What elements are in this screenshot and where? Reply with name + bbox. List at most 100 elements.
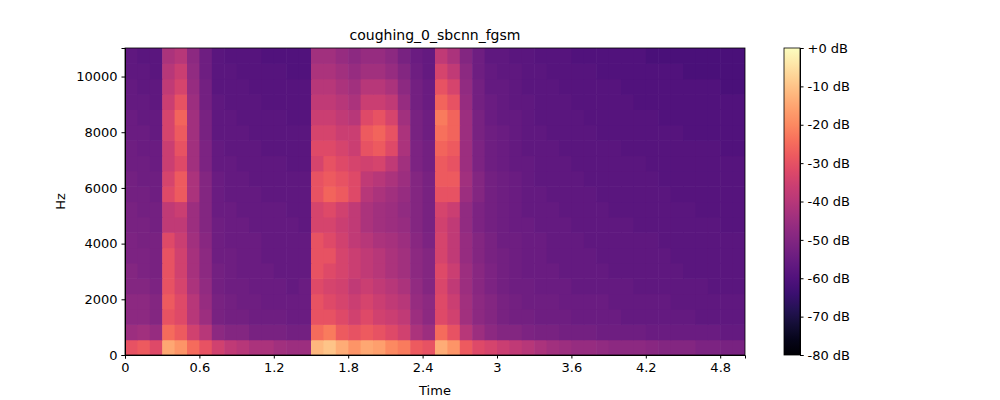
x-axis-title: Time bbox=[418, 383, 451, 398]
cell bbox=[658, 79, 671, 95]
cell bbox=[361, 171, 374, 187]
cell bbox=[311, 202, 324, 218]
cell bbox=[733, 217, 745, 233]
cell bbox=[720, 140, 733, 156]
cell bbox=[559, 155, 572, 171]
cell bbox=[609, 140, 622, 156]
cell bbox=[671, 324, 684, 340]
tick: -50 dB bbox=[800, 233, 850, 248]
cell bbox=[720, 263, 733, 279]
cell bbox=[311, 324, 324, 340]
cell bbox=[299, 294, 312, 310]
cell bbox=[187, 263, 200, 279]
cell bbox=[621, 109, 634, 125]
cell bbox=[708, 248, 721, 264]
cell bbox=[410, 186, 423, 202]
cell bbox=[361, 294, 374, 310]
tick: -30 dB bbox=[800, 156, 850, 171]
cell bbox=[385, 186, 398, 202]
cell bbox=[137, 263, 150, 279]
cell bbox=[274, 79, 287, 95]
tick: -70 dB bbox=[800, 309, 850, 324]
cell bbox=[671, 232, 684, 248]
cell bbox=[150, 171, 163, 187]
tick: 3.6 bbox=[562, 355, 583, 375]
cell bbox=[509, 125, 522, 141]
cell bbox=[485, 109, 498, 125]
cell bbox=[199, 217, 212, 233]
cell bbox=[249, 309, 262, 325]
cell bbox=[373, 278, 386, 294]
cell bbox=[571, 202, 584, 218]
cell bbox=[286, 125, 299, 141]
cell bbox=[162, 79, 175, 95]
y-axis: 0200040006000800010000 bbox=[76, 49, 125, 363]
cell bbox=[150, 202, 163, 218]
cell bbox=[534, 248, 547, 264]
cell bbox=[137, 79, 150, 95]
cell bbox=[274, 202, 287, 218]
cell bbox=[460, 171, 473, 187]
cell bbox=[410, 217, 423, 233]
cell bbox=[584, 125, 597, 141]
cell bbox=[261, 63, 274, 79]
cell bbox=[571, 263, 584, 279]
cell bbox=[472, 79, 485, 95]
cell bbox=[671, 278, 684, 294]
cell bbox=[398, 294, 411, 310]
cell bbox=[633, 171, 646, 187]
cell bbox=[633, 202, 646, 218]
cell bbox=[522, 94, 535, 110]
cell bbox=[261, 79, 274, 95]
cell bbox=[199, 48, 212, 64]
cell bbox=[435, 109, 448, 125]
cell bbox=[299, 340, 312, 355]
cell bbox=[348, 155, 361, 171]
cell bbox=[323, 263, 336, 279]
cell bbox=[187, 48, 200, 64]
cell bbox=[410, 202, 423, 218]
cell bbox=[212, 79, 225, 95]
cell bbox=[584, 140, 597, 156]
cell bbox=[398, 217, 411, 233]
cell bbox=[658, 140, 671, 156]
cell bbox=[472, 94, 485, 110]
cell bbox=[212, 48, 225, 64]
cell bbox=[175, 309, 188, 325]
cell bbox=[261, 340, 274, 355]
cell bbox=[547, 324, 560, 340]
cell bbox=[261, 217, 274, 233]
tick-mark bbox=[122, 244, 126, 245]
tick-mark bbox=[122, 77, 126, 78]
cell bbox=[398, 155, 411, 171]
cell bbox=[547, 171, 560, 187]
cell bbox=[621, 125, 634, 141]
cell bbox=[286, 94, 299, 110]
cell bbox=[646, 340, 659, 355]
cell bbox=[447, 294, 460, 310]
cell bbox=[547, 248, 560, 264]
cell bbox=[150, 340, 163, 355]
cell bbox=[286, 278, 299, 294]
cell bbox=[162, 248, 175, 264]
cell bbox=[237, 48, 250, 64]
cell bbox=[683, 232, 696, 248]
cell bbox=[683, 155, 696, 171]
x-axis: 00.61.21.82.433.64.24.8 bbox=[121, 355, 745, 375]
cell bbox=[299, 186, 312, 202]
cell bbox=[398, 263, 411, 279]
cell bbox=[695, 263, 708, 279]
cell bbox=[584, 263, 597, 279]
cell bbox=[633, 232, 646, 248]
cell bbox=[509, 171, 522, 187]
cell bbox=[609, 324, 622, 340]
cell bbox=[460, 155, 473, 171]
cell bbox=[286, 294, 299, 310]
cell bbox=[162, 324, 175, 340]
cell bbox=[671, 217, 684, 233]
cell bbox=[435, 263, 448, 279]
cell bbox=[596, 63, 609, 79]
cell bbox=[621, 186, 634, 202]
cell bbox=[609, 309, 622, 325]
cell bbox=[733, 278, 745, 294]
